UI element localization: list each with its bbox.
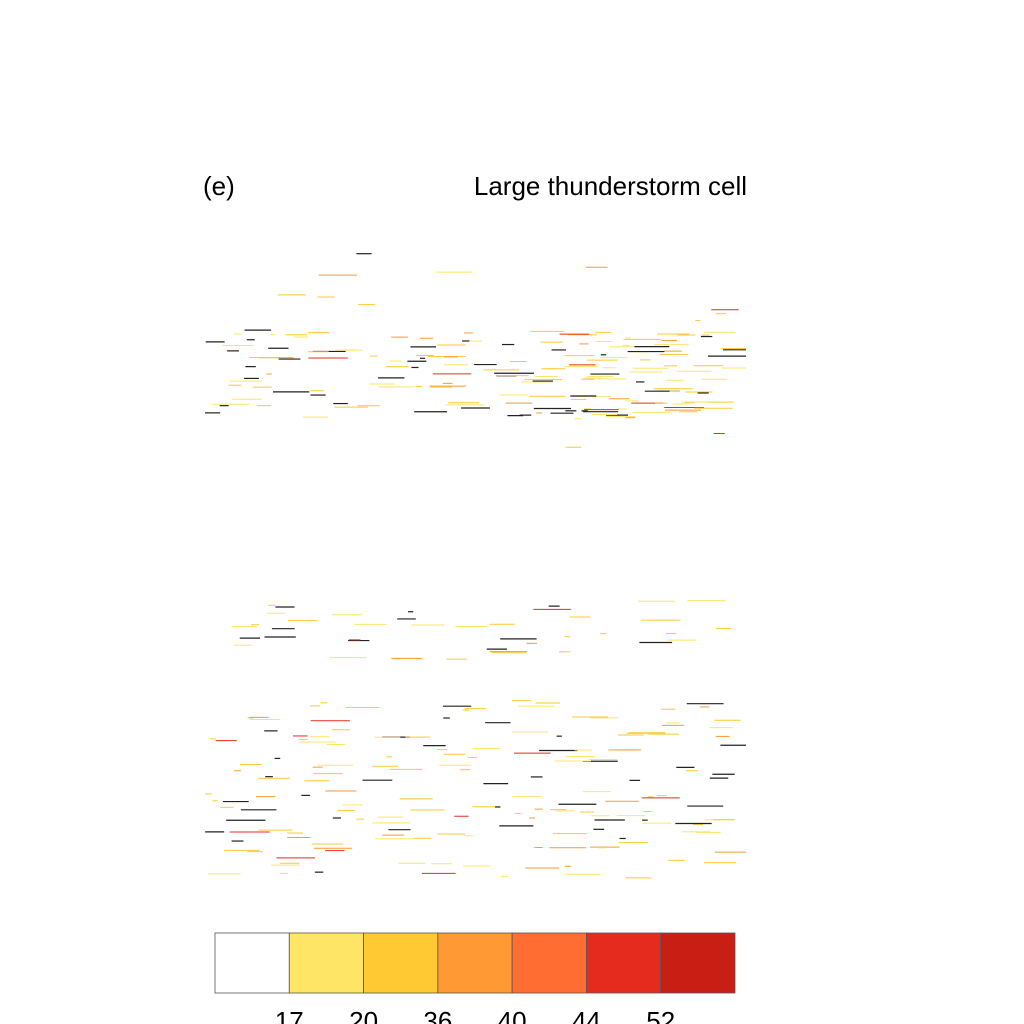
- colorbar-box: [586, 932, 662, 994]
- colorbar-box: [288, 932, 364, 994]
- colorbar-box: [363, 932, 439, 994]
- colorbar-label: 17: [275, 1006, 304, 1024]
- colorbar-box: [660, 932, 736, 994]
- reflectivity-field: [205, 253, 746, 879]
- colorbar: 17 20 36 40 44 52: [214, 932, 736, 1024]
- colorbar-box: [437, 932, 513, 994]
- colorbar-label: 52: [646, 1006, 675, 1024]
- colorbar-label: 20: [349, 1006, 378, 1024]
- colorbar-label: 36: [423, 1006, 452, 1024]
- panel-label: (e): [203, 171, 235, 201]
- chart-title: Large thunderstorm cell: [474, 171, 747, 201]
- colorbar-box: [214, 932, 290, 994]
- colorbar-box: [511, 932, 587, 994]
- colorbar-label: 40: [498, 1006, 527, 1024]
- colorbar-label: 44: [572, 1006, 601, 1024]
